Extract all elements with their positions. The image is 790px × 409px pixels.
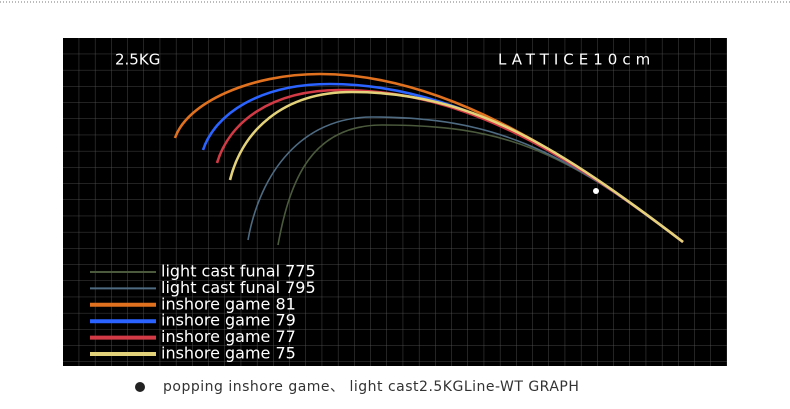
legend-label: inshore game 75	[161, 344, 296, 363]
bend-curve	[228, 90, 684, 244]
grid	[63, 38, 727, 366]
bullet	[135, 382, 145, 392]
caption: popping inshore game、 light cast2.5KGLin…	[163, 379, 579, 395]
legend-label: inshore game 77	[161, 327, 296, 346]
legend-label: light cast funal 775	[161, 262, 316, 281]
curves	[173, 72, 684, 246]
legend-label: inshore game 81	[161, 294, 296, 313]
legend-label: light cast funal 795	[161, 278, 316, 297]
legend-label: inshore game 79	[161, 311, 296, 330]
weight-label: 2.5KG	[115, 51, 160, 69]
marker-dot	[593, 188, 599, 194]
lattice-label: LATTICE10cm	[498, 51, 655, 69]
